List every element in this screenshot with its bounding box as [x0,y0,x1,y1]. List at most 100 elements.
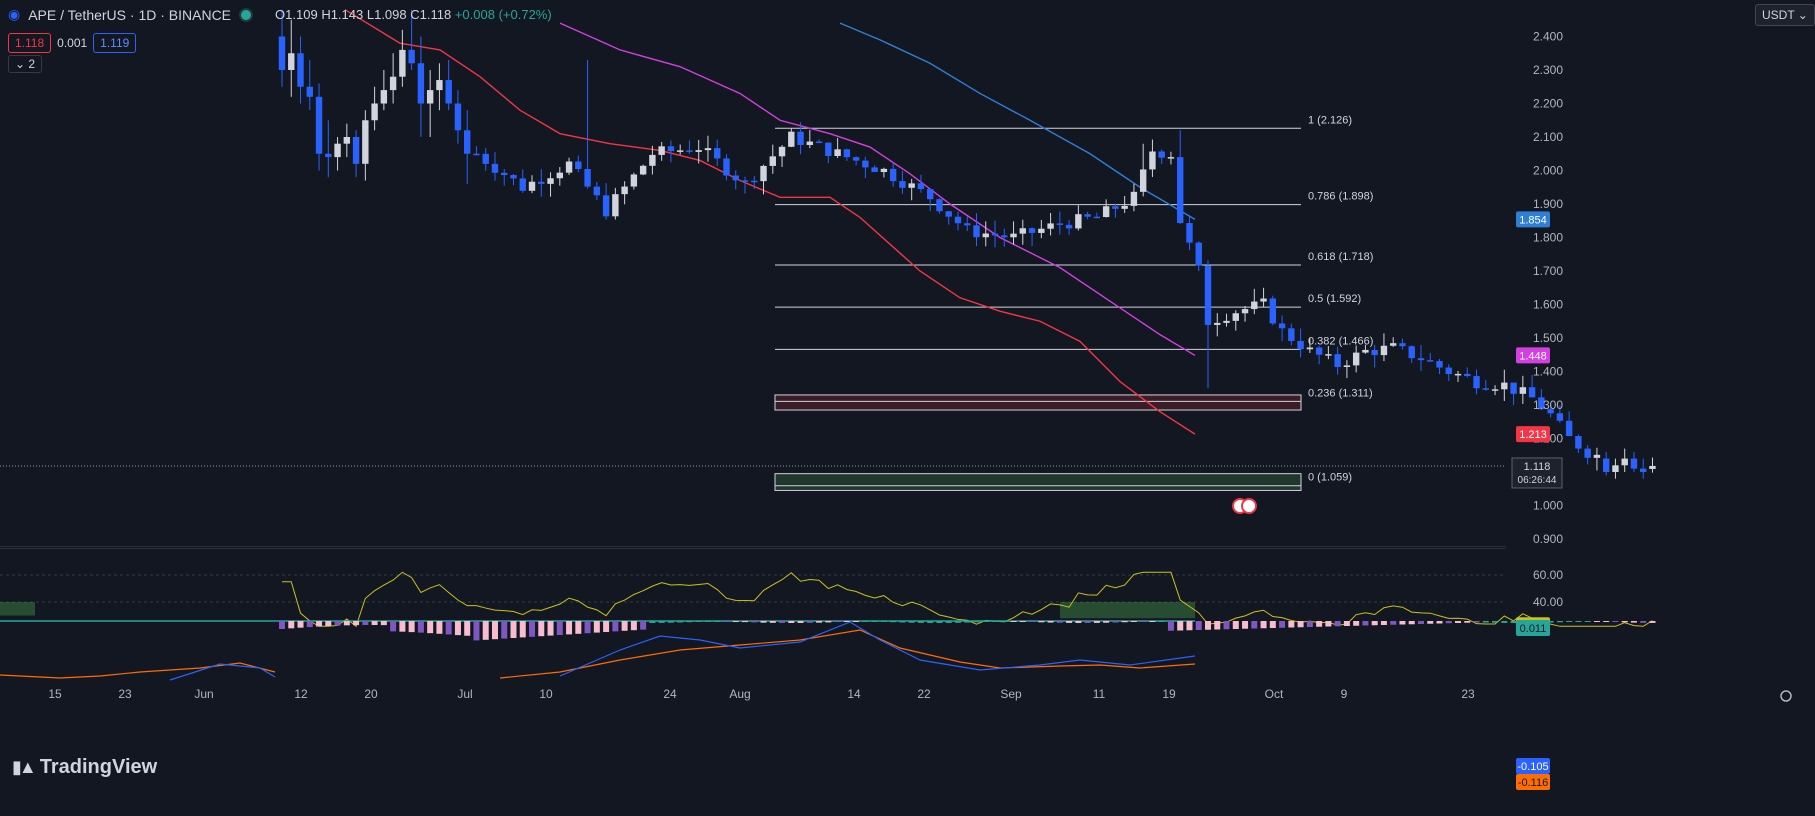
candle[interactable] [1547,404,1554,418]
candle[interactable] [899,170,906,194]
candle[interactable] [751,175,758,189]
candle[interactable] [1186,216,1193,251]
candle[interactable] [426,70,434,137]
candle[interactable] [334,137,341,171]
candle[interactable] [1593,447,1601,471]
candle[interactable] [686,140,693,154]
ma-red-line[interactable] [344,9,1196,435]
buy-price-button[interactable]: 1.119 [93,33,137,53]
candle[interactable] [621,181,628,205]
candle[interactable] [1510,382,1517,406]
ma-blue-line[interactable] [839,22,1196,221]
candle[interactable] [325,120,332,178]
candle[interactable] [538,169,545,197]
candle[interactable] [1010,221,1017,245]
candle[interactable] [1362,344,1369,354]
candle[interactable] [788,128,795,148]
candle[interactable] [547,172,554,197]
economic-event-flag-icon[interactable] [1241,498,1257,514]
candle[interactable] [1306,338,1314,353]
candle[interactable] [1204,260,1212,389]
rsi-line[interactable] [282,571,1653,628]
candle[interactable] [417,36,425,138]
candle[interactable] [1278,315,1286,342]
candle[interactable] [936,198,943,214]
candle[interactable] [1269,295,1277,326]
candle[interactable] [834,138,841,158]
candle[interactable] [1343,360,1351,379]
candle[interactable] [1556,405,1564,423]
candle[interactable] [593,181,601,201]
candle[interactable] [973,213,980,247]
candle[interactable] [889,162,897,187]
candle[interactable] [491,152,499,181]
candle[interactable] [676,144,684,155]
candle[interactable] [927,187,934,211]
candle[interactable] [1575,434,1582,453]
candle[interactable] [1019,219,1026,245]
candle[interactable] [1047,212,1054,236]
candle[interactable] [964,216,971,232]
candle[interactable] [1056,211,1064,235]
candle[interactable] [343,123,351,158]
symbol-title[interactable]: APE / TetherUS · 1D · BINANCE [28,6,232,23]
candle[interactable] [1223,313,1230,327]
macd-line[interactable] [559,621,1196,677]
candle[interactable] [917,174,925,193]
candle[interactable] [408,9,415,70]
candle[interactable] [288,19,295,97]
candle[interactable] [1445,364,1452,382]
candle[interactable] [649,145,656,175]
candle[interactable] [1075,205,1082,231]
settings-gear-icon[interactable] [1780,690,1792,702]
resistance-zone[interactable] [774,394,1302,411]
support-zone[interactable] [774,473,1302,491]
candle[interactable] [371,86,378,131]
candle[interactable] [1436,358,1443,375]
candle[interactable] [1491,385,1499,396]
macd-signal-line[interactable] [499,629,1196,679]
candle[interactable] [945,210,952,225]
candle[interactable] [528,175,536,194]
candle[interactable] [482,147,489,171]
candle[interactable] [1149,139,1156,178]
candle[interactable] [843,148,851,161]
candle[interactable] [658,141,665,161]
candle[interactable] [454,90,462,144]
candle[interactable] [501,168,508,186]
candle[interactable] [510,174,517,186]
candle[interactable] [1232,310,1239,331]
candle[interactable] [306,59,313,111]
candle[interactable] [778,145,786,167]
candle[interactable] [769,144,776,174]
candle[interactable] [1621,448,1628,472]
candle[interactable] [399,29,406,87]
candle[interactable] [714,139,721,166]
candle[interactable] [1528,374,1536,398]
candle[interactable] [1565,411,1573,437]
candle[interactable] [760,164,767,195]
candle[interactable] [1065,219,1073,235]
candle[interactable] [565,157,573,175]
candle[interactable] [639,164,647,176]
candle[interactable] [1195,241,1202,272]
candle[interactable] [880,167,888,178]
candle[interactable] [1371,344,1378,368]
candle[interactable] [1102,199,1110,218]
candle[interactable] [991,220,999,248]
candle[interactable] [954,211,962,231]
candle[interactable] [1001,228,1008,247]
candle[interactable] [297,36,304,104]
candle[interactable] [1380,333,1388,362]
candle[interactable] [556,167,563,186]
candle[interactable] [852,156,860,166]
candle[interactable] [862,156,869,179]
candle[interactable] [741,176,749,194]
candle[interactable] [1640,458,1647,479]
candle[interactable] [825,142,832,164]
candle[interactable] [1130,183,1138,212]
candle[interactable] [1399,338,1406,350]
candle[interactable] [362,110,369,181]
candle[interactable] [1352,345,1360,373]
currency-selector[interactable]: USDT ⌄ [1755,4,1815,26]
